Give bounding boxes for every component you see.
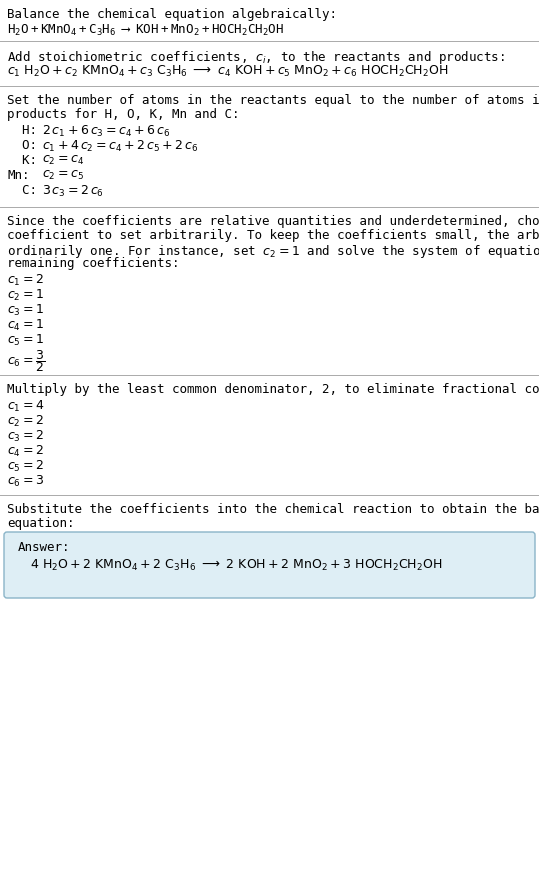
Text: Add stoichiometric coefficients, $c_i$, to the reactants and products:: Add stoichiometric coefficients, $c_i$, … [7,49,505,66]
Text: $c_1 + 4\,c_2 = c_4 + 2\,c_5 + 2\,c_6$: $c_1 + 4\,c_2 = c_4 + 2\,c_5 + 2\,c_6$ [42,139,198,154]
Text: $c_2 = 1$: $c_2 = 1$ [7,288,44,303]
Text: $c_1\ \mathrm{H_2O} + c_2\ \mathrm{KMnO_4} + c_3\ \mathrm{C_3H_6}\ \longrightarr: $c_1\ \mathrm{H_2O} + c_2\ \mathrm{KMnO_… [7,64,448,79]
Text: $4\ \mathrm{H_2O} + 2\ \mathrm{KMnO_4} + 2\ \mathrm{C_3H_6}\ \longrightarrow\ 2\: $4\ \mathrm{H_2O} + 2\ \mathrm{KMnO_4} +… [30,558,442,573]
Text: $c_3 = 1$: $c_3 = 1$ [7,303,44,318]
Text: O:: O: [7,139,37,152]
Text: remaining coefficients:: remaining coefficients: [7,257,179,270]
Text: Mn:: Mn: [7,169,30,182]
FancyBboxPatch shape [4,532,535,598]
Text: $2\,c_1 + 6\,c_3 = c_4 + 6\,c_6$: $2\,c_1 + 6\,c_3 = c_4 + 6\,c_6$ [42,124,170,140]
Text: Answer:: Answer: [18,541,71,554]
Text: K:: K: [7,154,37,167]
Text: H:: H: [7,124,37,137]
Text: $c_2 = 2$: $c_2 = 2$ [7,414,44,429]
Text: Balance the chemical equation algebraically:: Balance the chemical equation algebraica… [7,8,337,21]
Text: Since the coefficients are relative quantities and underdetermined, choose a: Since the coefficients are relative quan… [7,215,539,228]
Text: equation:: equation: [7,517,74,530]
Text: Multiply by the least common denominator, 2, to eliminate fractional coefficient: Multiply by the least common denominator… [7,383,539,396]
Text: $3\,c_3 = 2\,c_6$: $3\,c_3 = 2\,c_6$ [42,184,104,199]
Text: ordinarily one. For instance, set $c_2 = 1$ and solve the system of equations fo: ordinarily one. For instance, set $c_2 =… [7,243,539,260]
Text: $c_5 = 1$: $c_5 = 1$ [7,333,44,348]
Text: products for H, O, K, Mn and C:: products for H, O, K, Mn and C: [7,108,239,121]
Text: $c_1 = 2$: $c_1 = 2$ [7,273,44,288]
Text: coefficient to set arbitrarily. To keep the coefficients small, the arbitrary va: coefficient to set arbitrarily. To keep … [7,229,539,242]
Text: $c_6 = 3$: $c_6 = 3$ [7,474,44,489]
Text: C:: C: [7,184,37,197]
Text: $\mathtt{H_2O + KMnO_4 + C_3H_6\ \longrightarrow\ KOH + MnO_2 + HOCH_2CH_2OH}$: $\mathtt{H_2O + KMnO_4 + C_3H_6\ \longri… [7,23,284,38]
Text: $c_2 = c_5$: $c_2 = c_5$ [42,169,84,182]
Text: $c_1 = 4$: $c_1 = 4$ [7,399,44,414]
Text: $c_6 = \dfrac{3}{2}$: $c_6 = \dfrac{3}{2}$ [7,348,45,374]
Text: $c_2 = c_4$: $c_2 = c_4$ [42,154,84,167]
Text: $c_5 = 2$: $c_5 = 2$ [7,459,44,474]
Text: $c_4 = 1$: $c_4 = 1$ [7,318,44,333]
Text: $c_3 = 2$: $c_3 = 2$ [7,429,44,444]
Text: Substitute the coefficients into the chemical reaction to obtain the balanced: Substitute the coefficients into the che… [7,503,539,516]
Text: $c_4 = 2$: $c_4 = 2$ [7,444,44,459]
Text: Set the number of atoms in the reactants equal to the number of atoms in the: Set the number of atoms in the reactants… [7,94,539,107]
